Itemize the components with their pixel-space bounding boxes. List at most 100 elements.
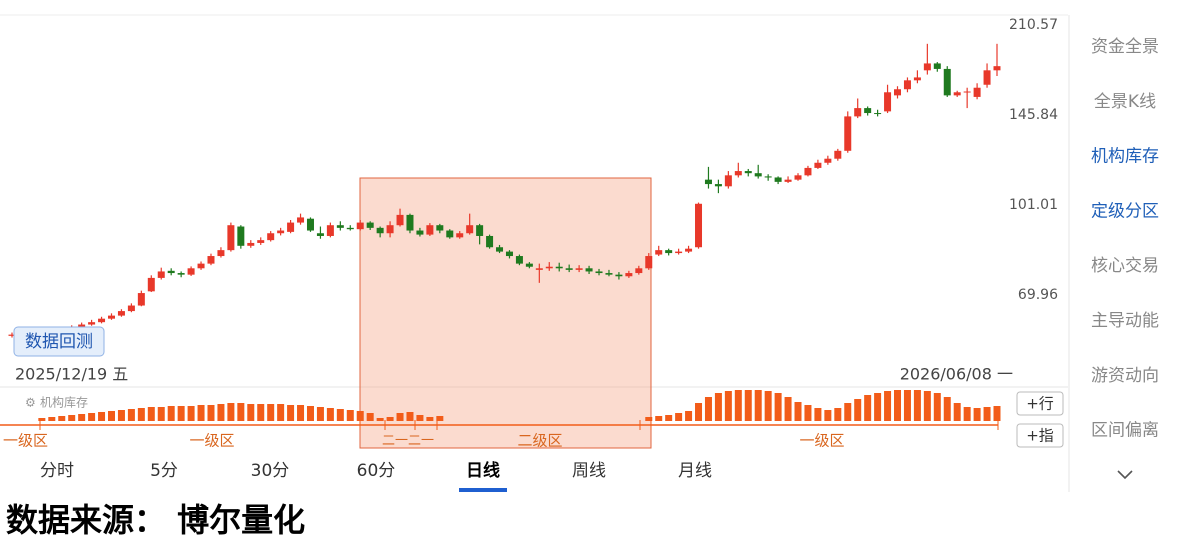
candle-body <box>953 92 961 96</box>
indicator-bar <box>834 408 842 421</box>
indicator-bar <box>326 408 334 421</box>
candle-body <box>595 271 603 274</box>
indicator-bar <box>426 417 434 421</box>
indicator-bar <box>824 410 832 421</box>
indicator-icon: ⚙ <box>25 396 36 410</box>
y-tick-label: 69.96 <box>1018 287 1058 303</box>
candle-body <box>734 171 742 176</box>
candle-body <box>486 235 494 248</box>
indicator-bar <box>356 411 364 421</box>
indicator-bar <box>346 410 354 421</box>
indicator-bar <box>894 390 902 421</box>
side-menu-item[interactable]: 区间偏离 <box>1091 421 1159 441</box>
candle-body <box>864 108 872 114</box>
candle-body <box>207 256 215 264</box>
indicator-bar <box>794 402 802 421</box>
side-menu-item[interactable]: 游资动向 <box>1091 366 1159 386</box>
backtest-button[interactable]: 数据回测 <box>13 326 105 357</box>
side-menu-item[interactable]: 资金全景 <box>1091 37 1159 57</box>
candle-body <box>88 322 96 325</box>
indicator-bar <box>167 406 175 421</box>
candle-body <box>78 324 86 328</box>
zone-label: 一级区 <box>799 432 844 450</box>
candle-body <box>227 225 235 251</box>
indicator-bar <box>336 409 344 421</box>
add-index-button[interactable]: +指 <box>1016 423 1064 448</box>
zone-label: 二一二一 <box>382 434 434 449</box>
add-row-button[interactable]: +行 <box>1016 391 1064 416</box>
indicator-bar <box>804 405 812 421</box>
candle-body <box>267 233 275 241</box>
side-menu-item[interactable]: 定级分区 <box>1091 201 1159 221</box>
candle-body <box>98 318 106 323</box>
period-tab[interactable]: 周线 <box>572 461 606 481</box>
indicator-bar <box>366 413 374 421</box>
candle-body <box>923 63 931 71</box>
indicator-bar <box>436 416 444 421</box>
indicator-bar <box>764 391 772 421</box>
period-tab[interactable]: 60分 <box>357 461 396 481</box>
period-tab[interactable]: 30分 <box>251 461 290 481</box>
button-label: +指 <box>1026 427 1054 445</box>
indicator-bar <box>704 397 712 421</box>
indicator-bar <box>78 414 86 421</box>
indicator-bar <box>147 407 155 421</box>
indicator-bar <box>864 395 872 421</box>
indicator-bar <box>386 417 394 421</box>
candle-body <box>655 250 663 255</box>
candle-body <box>884 92 892 112</box>
zone-label: 一级区 <box>3 432 48 450</box>
candle-body <box>515 256 523 264</box>
candle-body <box>147 277 155 292</box>
period-tab[interactable]: 日线 <box>466 460 500 481</box>
candle-body <box>625 273 633 277</box>
period-tab[interactable]: 月线 <box>678 461 712 481</box>
indicator-bar <box>993 406 1001 421</box>
indicator-bar <box>38 418 46 421</box>
candle-body <box>535 268 543 270</box>
candle-body <box>973 87 981 97</box>
indicator-bar <box>854 399 862 421</box>
candle-body <box>675 251 683 254</box>
candle-body <box>854 108 862 117</box>
candle-body <box>764 176 772 178</box>
indicator-bar <box>157 407 165 421</box>
candle-body <box>834 150 842 159</box>
candle-body <box>386 225 394 234</box>
side-menu-item[interactable]: 全景K线 <box>1094 92 1156 112</box>
candle-body <box>466 225 474 234</box>
candle-body <box>406 214 414 231</box>
indicator-bar <box>685 411 693 421</box>
candle-body <box>784 179 792 182</box>
side-menu-item[interactable]: 核心交易 <box>1091 256 1159 276</box>
candle-body <box>396 214 404 226</box>
indicator-bar <box>695 403 703 421</box>
candle-body <box>635 268 643 274</box>
button-label: +行 <box>1026 395 1054 413</box>
candle-body <box>247 242 255 246</box>
footer-source: 数据来源： 博尔量化 <box>6 501 305 539</box>
candle-body <box>426 225 434 235</box>
candle-body <box>505 251 513 257</box>
side-menu-item[interactable]: 机构库存 <box>1091 147 1159 167</box>
period-tab[interactable]: 5分 <box>150 461 178 481</box>
period-tab[interactable]: 分时 <box>40 461 74 481</box>
candle-body <box>436 225 444 231</box>
side-menu-item[interactable]: 主导动能 <box>1091 311 1159 331</box>
candle-body <box>545 266 553 269</box>
indicator-bar <box>874 393 882 421</box>
indicator-bar <box>675 413 683 421</box>
indicator-bar <box>724 391 732 421</box>
indicator-name: 机构库存 <box>40 395 88 410</box>
candle-body <box>127 305 135 312</box>
indicator-bar <box>933 393 941 421</box>
indicator-bar <box>943 397 951 421</box>
candle-body <box>356 222 364 230</box>
indicator-bar <box>784 397 792 421</box>
indicator-bar <box>814 408 822 421</box>
indicator-bar <box>48 417 56 421</box>
indicator-bar <box>376 418 384 421</box>
candle-body <box>824 158 832 163</box>
candle-body <box>575 268 583 270</box>
expand-chevron[interactable] <box>1117 470 1133 480</box>
